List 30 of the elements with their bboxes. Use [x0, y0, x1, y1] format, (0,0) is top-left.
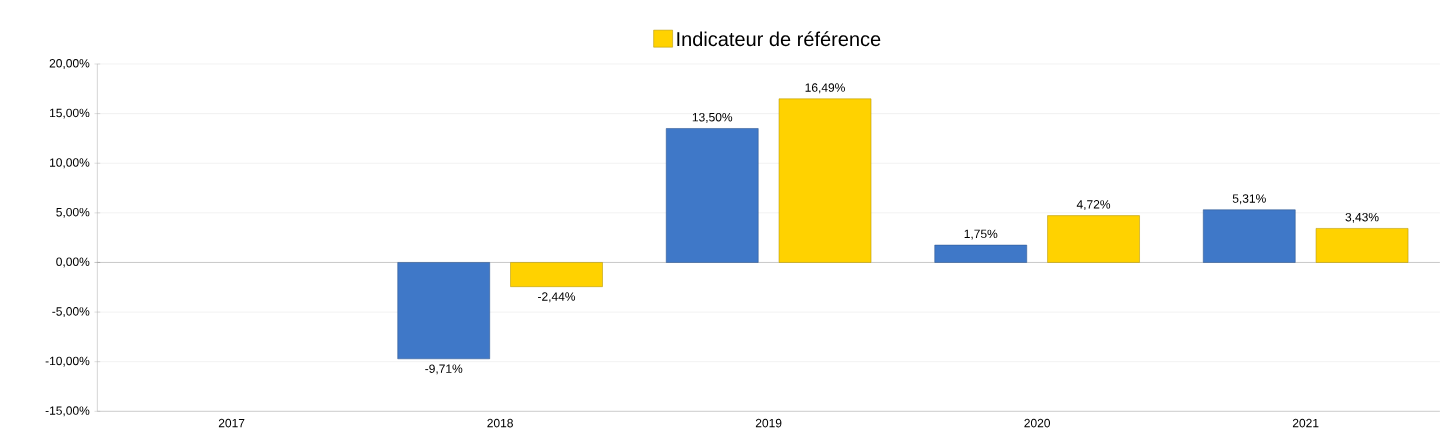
x-tick-label: 2019	[755, 418, 782, 428]
y-tick-label: 10,00%	[50, 158, 90, 169]
data-label: -9,71%	[425, 364, 463, 375]
bar	[934, 244, 1028, 263]
bar	[1202, 209, 1296, 263]
y-tick-label: -5,00%	[52, 307, 90, 318]
legend-label: Indicateur de référence	[677, 31, 881, 47]
data-label: 5,31%	[1232, 194, 1266, 205]
data-label: 3,43%	[1345, 212, 1379, 223]
y-tick-label: -10,00%	[45, 356, 90, 367]
x-tick-label: 2017	[218, 418, 245, 428]
y-tick-label: 20,00%	[49, 59, 90, 69]
x-tick-label: 2018	[487, 418, 513, 428]
data-label: 13,50%	[692, 112, 733, 123]
y-tick-label: 15,00%	[50, 108, 90, 119]
data-label: 1,75%	[964, 229, 998, 240]
y-tick-label: 0,00%	[56, 257, 90, 268]
x-tick-label: 2020	[1024, 418, 1051, 428]
data-label: -2,44%	[538, 292, 576, 303]
bar	[1047, 215, 1140, 263]
y-tick-label: 5,00%	[56, 207, 90, 218]
bar	[665, 128, 759, 263]
x-tick-label: 2021	[1292, 418, 1319, 428]
data-label: 16,49%	[805, 83, 845, 94]
bar	[397, 262, 490, 360]
y-tick-label: -15,00%	[45, 406, 90, 417]
bar	[778, 98, 872, 263]
bar	[510, 262, 603, 287]
data-label: 4,72%	[1076, 200, 1111, 211]
bar	[1315, 228, 1409, 263]
